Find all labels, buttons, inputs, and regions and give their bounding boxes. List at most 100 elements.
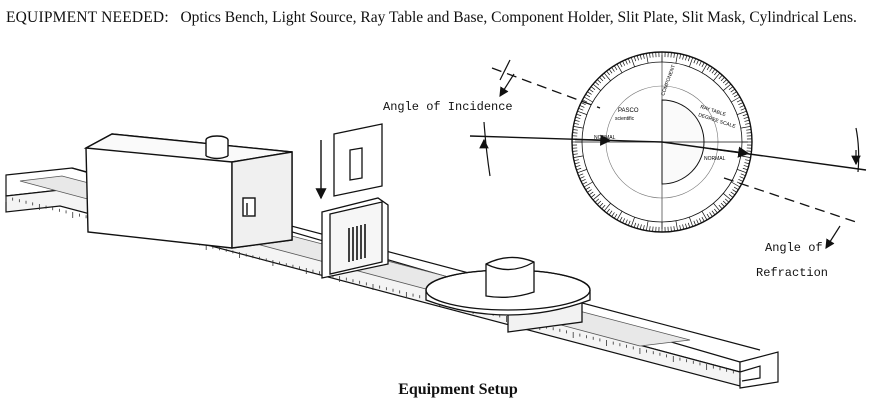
- scale-tick: [572, 132, 578, 134]
- scale-tick: [614, 213, 618, 219]
- scale-tick: [594, 81, 600, 86]
- scale-tick: [582, 181, 588, 185]
- scale-tick: [730, 191, 736, 196]
- scale-tick: [713, 72, 721, 81]
- scale-tick: [682, 54, 685, 60]
- scale-tick: [696, 59, 699, 65]
- scale-tick: [675, 53, 678, 64]
- scale-tick: [709, 67, 713, 72]
- angle-markers: [479, 59, 861, 250]
- ray-table-base: [425, 256, 591, 333]
- scale-tick: [597, 200, 602, 205]
- scale-tick: [574, 119, 580, 122]
- scale-tick: [578, 173, 584, 177]
- scale-tick: [693, 58, 697, 64]
- scale-tick: [646, 220, 649, 231]
- scale-tick: [673, 226, 675, 232]
- angle-of-refraction-label-1: Angle of: [765, 241, 823, 255]
- scale-tick: [711, 210, 716, 216]
- scale-tick: [679, 53, 682, 59]
- scale-tick: [675, 220, 678, 231]
- scale-tick: [579, 105, 585, 108]
- scale-tick: [572, 153, 578, 155]
- scale-tick: [622, 60, 626, 66]
- scale-tick: [670, 226, 672, 232]
- scale-tick: [608, 210, 613, 216]
- scale-tick: [745, 159, 751, 162]
- scale-tick: [614, 65, 618, 71]
- scale-tick: [639, 224, 642, 230]
- scale-tick: [601, 74, 606, 80]
- scale-tick: [738, 178, 744, 182]
- scale-tick: [746, 129, 752, 131]
- component-holder: [321, 197, 389, 279]
- scale-tick: [701, 216, 705, 222]
- scale-tick: [745, 122, 751, 125]
- scale-tick: [616, 63, 623, 73]
- scale-tick: [573, 159, 579, 162]
- scale-tick: [737, 169, 747, 174]
- scale-tick: [652, 226, 654, 232]
- scale-tick: [588, 88, 594, 93]
- scale-tick: [744, 119, 750, 122]
- scale-tick: [590, 194, 596, 198]
- scale-tick: [627, 58, 631, 64]
- normal-dashed-lines: [491, 67, 857, 223]
- scale-tick: [580, 178, 586, 182]
- scale-tick: [619, 216, 623, 222]
- scale-tick: [575, 165, 581, 168]
- scale-tick: [687, 56, 691, 62]
- scale-tick: [583, 181, 593, 188]
- scale-tick: [714, 70, 718, 76]
- scale-tick: [587, 189, 592, 193]
- scale-tick: [720, 77, 725, 82]
- scale-tick: [731, 96, 741, 103]
- scale-tick: [728, 194, 734, 198]
- scale-brand: PASCO: [618, 108, 639, 114]
- scale-tick: [685, 223, 688, 229]
- scale-tick: [724, 198, 730, 203]
- scale-tick: [625, 59, 628, 65]
- scale-tick: [649, 52, 651, 58]
- scale-tick: [575, 116, 581, 119]
- scale-tick: [601, 204, 606, 210]
- scale-tick: [706, 65, 710, 71]
- scale-tick: [733, 186, 739, 190]
- scale-tick: [737, 110, 747, 115]
- scale-tick: [733, 94, 739, 98]
- scale-tick: [693, 220, 697, 226]
- caption-text: Equipment Setup: [398, 381, 518, 398]
- scale-tick: [713, 203, 721, 212]
- scale-tick: [701, 63, 708, 73]
- scale-tick: [642, 225, 645, 231]
- scale-tick: [670, 52, 672, 58]
- scale-tick: [572, 129, 578, 131]
- scale-tick: [577, 169, 587, 174]
- equipment-needed-lead: EQUIPMENT NEEDED:: [6, 9, 169, 26]
- scale-tick: [582, 99, 588, 103]
- scale-tick: [630, 57, 635, 67]
- scale-tick: [652, 52, 654, 58]
- scale-tick: [714, 208, 718, 214]
- scale-tick: [646, 53, 649, 64]
- scale-tick: [588, 191, 594, 196]
- scale-tick: [742, 113, 748, 117]
- slit-plate: [333, 123, 383, 197]
- scale-tick: [633, 56, 637, 62]
- scale-tick: [742, 167, 748, 171]
- scale-tick: [576, 113, 582, 117]
- scale-tick: [706, 213, 710, 219]
- angle-of-refraction-label-2: Refraction: [756, 266, 828, 280]
- scale-tick: [599, 202, 604, 207]
- scale-tick: [597, 79, 602, 84]
- scale-tick: [723, 193, 732, 201]
- scale-tick: [740, 107, 746, 111]
- scale-tick: [701, 211, 708, 221]
- scale-tick: [732, 91, 737, 95]
- scale-tick: [720, 202, 725, 207]
- scale-tick: [639, 54, 642, 60]
- scale-tick: [608, 68, 613, 74]
- scale-tick: [574, 162, 580, 165]
- scale-tick: [573, 122, 579, 125]
- scale-tick: [739, 176, 745, 179]
